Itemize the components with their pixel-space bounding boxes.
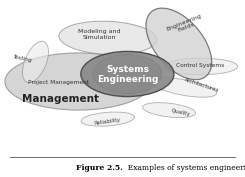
Ellipse shape bbox=[81, 52, 174, 97]
Ellipse shape bbox=[81, 112, 135, 126]
Text: Control Systems: Control Systems bbox=[176, 63, 224, 68]
Text: Examples of systems engineering fields.: Examples of systems engineering fields. bbox=[122, 164, 245, 172]
Ellipse shape bbox=[146, 8, 212, 80]
Text: Quality: Quality bbox=[171, 108, 191, 117]
Ellipse shape bbox=[5, 53, 152, 110]
Text: Management: Management bbox=[22, 94, 99, 104]
Ellipse shape bbox=[59, 21, 157, 55]
Ellipse shape bbox=[164, 58, 238, 75]
Ellipse shape bbox=[143, 103, 196, 118]
Text: Figure 2.5.: Figure 2.5. bbox=[76, 164, 122, 172]
Text: Systems
Engineering: Systems Engineering bbox=[97, 65, 158, 84]
Ellipse shape bbox=[93, 55, 162, 93]
Text: Modeling and
Simulation: Modeling and Simulation bbox=[78, 29, 121, 39]
Text: Project Management: Project Management bbox=[28, 80, 89, 85]
Ellipse shape bbox=[23, 41, 49, 83]
Text: Engineering
Fields: Engineering Fields bbox=[165, 13, 205, 37]
Text: Architectures: Architectures bbox=[184, 77, 220, 93]
Text: Reliability: Reliability bbox=[94, 117, 121, 126]
Text: Testing: Testing bbox=[12, 55, 32, 63]
Ellipse shape bbox=[151, 78, 217, 97]
